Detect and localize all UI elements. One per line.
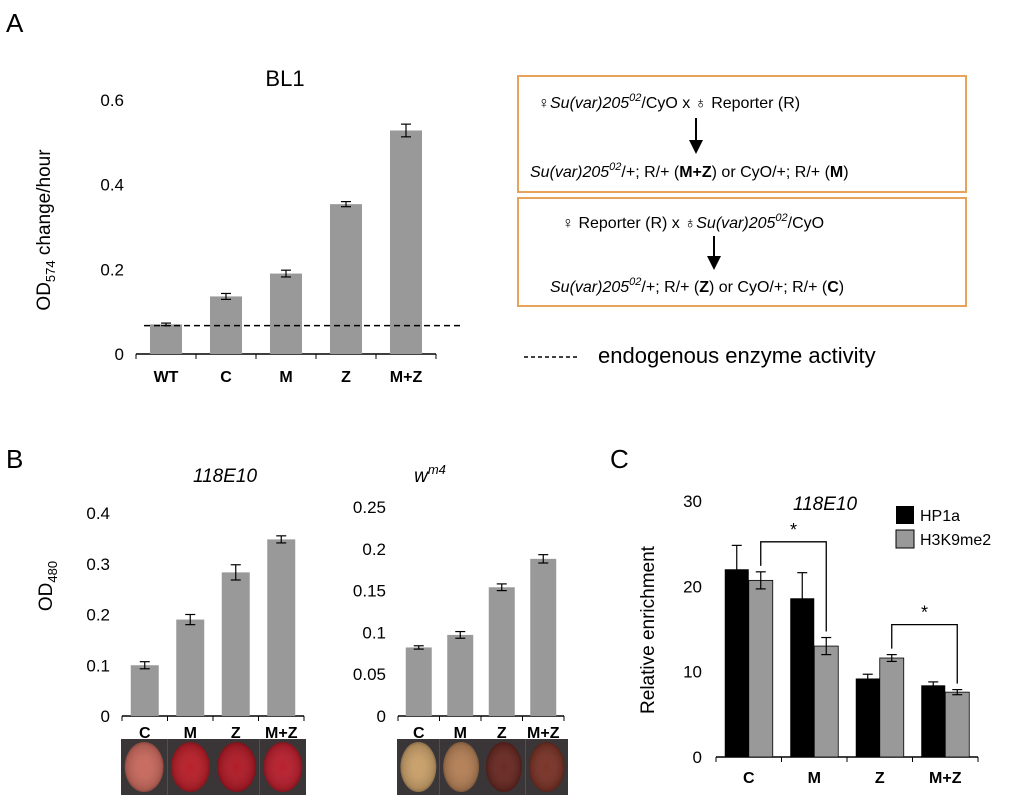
y-tick-label-0-6: 0.6 — [100, 91, 124, 110]
cross-2-progeny: Su(var)20502/+; R/+ (Z) or CyO/+; R/+ (C… — [550, 276, 844, 296]
chart-b2-title: wm4 — [414, 462, 446, 487]
legend-swatch-h3k9me2 — [895, 529, 915, 549]
chart-a-ylabel: OD574 change/hour — [34, 149, 58, 311]
chart-c-118e10: 118E10 Relative enrichment HP1a H3K9me2 … — [638, 492, 991, 787]
y-tick-label-0: 0 — [115, 345, 124, 364]
y-tick-label-0-15: 0.15 — [353, 582, 386, 601]
x-tick-label-m: M — [454, 725, 467, 742]
eye-photo-shade-3 — [263, 742, 303, 792]
bar-hp1a-mplusz — [921, 685, 946, 757]
significance-bracket-0 — [760, 541, 827, 632]
y-tick-label-0-4: 0.4 — [100, 176, 124, 195]
bar-z — [221, 572, 250, 716]
x-tick-label-z: Z — [341, 369, 351, 386]
panel-letter-a: A — [6, 8, 24, 38]
cross-1-progeny: Su(var)20502/+; R/+ (M+Z) or CyO/+; R/+ … — [530, 161, 849, 181]
eye-photo-shade-1 — [170, 742, 210, 792]
y-tick-label-0: 0 — [101, 707, 110, 726]
significance-star-0: * — [790, 520, 797, 540]
x-tick-label-mplusz: M+Z — [265, 725, 298, 742]
x-tick-label-z: Z — [875, 770, 885, 787]
x-tick-label-wt: WT — [154, 369, 179, 386]
x-tick-label-c: C — [139, 725, 151, 742]
bar-hp1a-z — [855, 678, 880, 757]
x-tick-label-z: Z — [497, 725, 507, 742]
chart-b-118e10: 118E10 OD480 0 0.1 0.2 0.3 0.4 C M Z M+Z — [36, 466, 305, 742]
eye-photo-shade-3 — [528, 742, 565, 792]
endogenous-legend-label: endogenous enzyme activity — [598, 343, 876, 368]
x-tick-label-z: Z — [231, 725, 241, 742]
bar-c — [130, 665, 159, 716]
y-tick-label-0-3: 0.3 — [86, 555, 110, 574]
bar-hp1a-c — [724, 569, 749, 757]
bar-hp1a-m — [790, 598, 815, 757]
panel-letter-c: C — [610, 444, 629, 474]
bar-m — [176, 619, 205, 716]
x-tick-label-m: M — [808, 770, 821, 787]
eye-photos-wm4 — [397, 739, 568, 795]
y-tick-label-0-4: 0.4 — [86, 504, 110, 523]
legend-swatch-hp1a — [896, 506, 914, 524]
y-tick-label-10: 10 — [683, 663, 702, 682]
y-tick-label-20: 20 — [683, 577, 702, 596]
bar-mplusz — [267, 539, 296, 716]
cross-1-arrowhead — [689, 140, 703, 154]
bar-h3k9me2-z — [879, 657, 905, 758]
cross-2-parents: ♀ Reporter (R) x ♁Su(var)20502/CyO — [562, 212, 824, 232]
bar-m — [270, 273, 302, 354]
cross-2-arrowhead — [707, 256, 721, 270]
chart-c-title: 118E10 — [793, 494, 858, 515]
y-tick-label-0-05: 0.05 — [353, 665, 386, 684]
eye-photo-shade-1 — [443, 742, 480, 792]
chart-b-wm4: wm4 0 0.05 0.1 0.15 0.2 0.25 C M Z M+Z — [353, 462, 565, 742]
x-tick-label-c: C — [220, 369, 232, 386]
eye-photo-shade-0 — [124, 742, 164, 792]
significance-bracket-1 — [891, 623, 958, 684]
eye-photos-118e10 — [121, 739, 306, 795]
x-tick-label-mplusz: M+Z — [527, 725, 560, 742]
chart-a-bl1: BL1 OD574 change/hour 0 0.2 0.4 0.6 WT C M Z M+Z — [34, 66, 464, 386]
bar-h3k9me2-mplusz — [944, 691, 970, 758]
bar-h3k9me2-m — [813, 645, 839, 758]
chart-a-title: BL1 — [265, 66, 304, 91]
x-tick-label-c: C — [413, 725, 425, 742]
cross-box-1 — [517, 75, 967, 193]
bar-mplusz — [530, 558, 557, 716]
x-tick-label-mplusz: M+Z — [390, 369, 423, 386]
x-tick-label-c: C — [743, 770, 755, 787]
cross-box-2 — [517, 197, 967, 307]
y-tick-label-0-2: 0.2 — [86, 606, 110, 625]
chart-b1-title: 118E10 — [193, 466, 258, 487]
y-tick-label-0-2: 0.2 — [100, 260, 124, 279]
x-tick-label-mplusz: M+Z — [929, 770, 962, 787]
significance-star-1: * — [921, 603, 928, 623]
y-tick-label-0-1: 0.1 — [362, 623, 386, 642]
y-tick-label-0: 0 — [693, 748, 702, 767]
legend-label-h3k9me2: H3K9me2 — [920, 532, 991, 549]
x-tick-label-m: M — [279, 369, 292, 386]
y-tick-label-0-25: 0.25 — [353, 498, 386, 517]
y-tick-label-0: 0 — [377, 707, 386, 726]
eye-photo-shade-0 — [400, 742, 437, 792]
bar-wt — [150, 324, 182, 354]
chart-c-ylabel: Relative enrichment — [638, 545, 659, 714]
y-tick-label-30: 30 — [683, 492, 702, 511]
cross-diagram: ♀Su(var)20502/CyO x ♁ Reporter (R) Su(va… — [517, 75, 967, 368]
chart-b1-ylabel: OD480 — [36, 561, 60, 611]
bar-c — [405, 647, 432, 716]
y-tick-label-0-2: 0.2 — [362, 540, 386, 559]
bar-z — [488, 587, 515, 716]
eye-photo-shade-2 — [217, 742, 257, 792]
bar-m — [447, 634, 474, 716]
panel-letter-b: B — [6, 444, 23, 474]
x-tick-label-m: M — [184, 725, 197, 742]
bar-z — [330, 204, 362, 354]
bar-mplusz — [390, 130, 422, 354]
eye-photo-shade-2 — [485, 742, 522, 792]
legend-label-hp1a: HP1a — [920, 508, 960, 525]
bar-h3k9me2-c — [748, 579, 774, 758]
y-tick-label-0-1: 0.1 — [86, 656, 110, 675]
cross-1-parents: ♀Su(var)20502/CyO x ♁ Reporter (R) — [538, 92, 800, 112]
